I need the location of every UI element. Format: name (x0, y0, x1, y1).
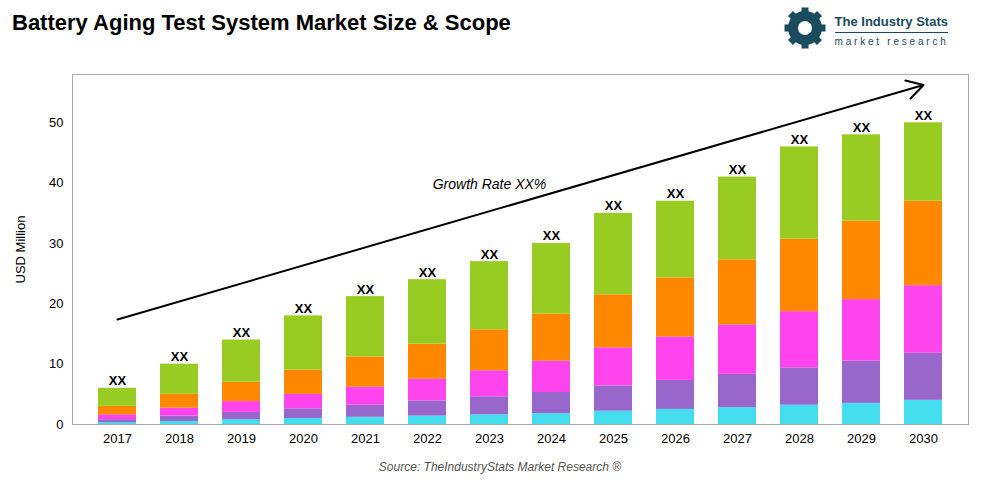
svg-text:XX: XX (853, 120, 871, 135)
svg-text:50: 50 (49, 115, 63, 130)
svg-text:20: 20 (49, 296, 63, 311)
svg-text:2028: 2028 (785, 431, 814, 446)
svg-text:XX: XX (729, 162, 747, 177)
svg-text:2018: 2018 (165, 431, 194, 446)
svg-text:2023: 2023 (475, 431, 504, 446)
svg-text:XX: XX (233, 325, 251, 340)
svg-text:2024: 2024 (537, 431, 566, 446)
svg-text:XX: XX (357, 282, 375, 297)
html-text:Source: TheIndustryStats Marke: Source: TheIndustryStats Market Research… (378, 460, 622, 474)
html-text:Battery Aging Test System Mark: Battery Aging Test System Market Size & … (12, 10, 511, 35)
svg-text:2027: 2027 (723, 431, 752, 446)
svg-text:2019: 2019 (227, 431, 256, 446)
svg-text:2017: 2017 (103, 431, 132, 446)
svg-text:2026: 2026 (661, 431, 690, 446)
svg-text:XX: XX (419, 265, 437, 280)
svg-text:2029: 2029 (847, 431, 876, 446)
svg-text:2022: 2022 (413, 431, 442, 446)
svg-text:2030: 2030 (909, 431, 938, 446)
svg-text:40: 40 (49, 175, 63, 190)
svg-text:XX: XX (171, 349, 189, 364)
svg-text:USD Million: USD Million (13, 216, 28, 284)
html-text:m a r k e t r e s e a r c h: m a r k e t r e s e a r c h (834, 35, 946, 47)
svg-text:XX: XX (295, 301, 313, 316)
svg-text:10: 10 (49, 356, 63, 371)
svg-text:2021: 2021 (351, 431, 380, 446)
svg-text:30: 30 (49, 236, 63, 251)
svg-text:2025: 2025 (599, 431, 628, 446)
svg-text:Growth Rate XX%: Growth Rate XX% (433, 176, 547, 192)
html-text:The Industry Stats: The Industry Stats (834, 13, 948, 29)
svg-text:0: 0 (56, 417, 63, 432)
svg-text:XX: XX (791, 132, 809, 147)
svg-text:XX: XX (543, 228, 561, 243)
svg-text:XX: XX (605, 198, 623, 213)
svg-text:2020: 2020 (289, 431, 318, 446)
svg-text:XX: XX (667, 186, 685, 201)
svg-text:XX: XX (109, 373, 127, 388)
svg-text:XX: XX (481, 247, 499, 262)
svg-text:XX: XX (915, 108, 933, 123)
